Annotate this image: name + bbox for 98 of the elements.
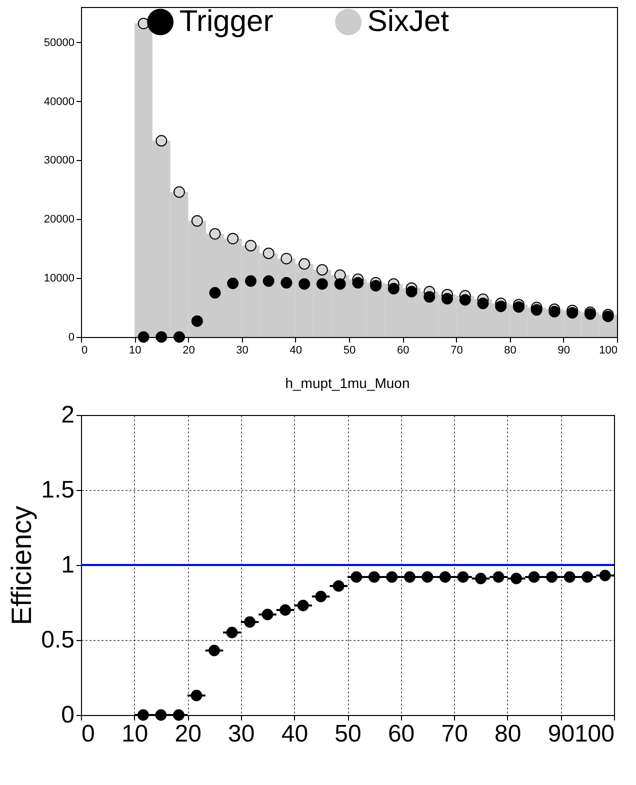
x-tick-label: 60: [396, 344, 410, 356]
x-tick-label: 80: [494, 720, 522, 748]
x-tick-label: 20: [174, 720, 202, 748]
point: [566, 307, 578, 319]
point: [262, 275, 274, 287]
point: [439, 571, 451, 583]
y-tick-label: 0: [68, 332, 74, 344]
point: [442, 292, 453, 304]
point: [564, 571, 576, 583]
point: [280, 252, 292, 264]
point: [244, 616, 256, 628]
point: [156, 135, 168, 146]
x-tick-label: 20: [182, 344, 195, 356]
x-tick-label: 80: [504, 344, 516, 356]
point: [457, 571, 469, 583]
point: [209, 287, 221, 299]
point: [245, 240, 256, 252]
point: [226, 626, 238, 638]
point: [209, 228, 221, 240]
point: [191, 215, 203, 227]
x-tick-label: 50: [334, 720, 362, 748]
point: [368, 571, 380, 583]
y-tick-label: 1.5: [41, 476, 74, 504]
point: [424, 291, 436, 303]
y-tick-label: 50000: [44, 36, 74, 49]
x-tick-label: 90: [548, 720, 575, 748]
point: [386, 571, 398, 583]
x-tick-label: 60: [388, 720, 415, 748]
point: [370, 280, 382, 292]
x-tick-label: 100: [599, 344, 618, 356]
x-tick-label: 100: [574, 720, 614, 748]
x-tick-label: 70: [441, 720, 468, 748]
point: [332, 580, 344, 592]
y-tick-label: 30000: [44, 154, 74, 167]
x-tick-label: 10: [128, 344, 142, 356]
point: [599, 570, 611, 582]
point: [262, 608, 274, 620]
point: [262, 248, 274, 260]
point: [174, 186, 185, 198]
y-tick-label: 1: [61, 552, 74, 578]
point: [459, 294, 471, 306]
x-tick-label: 0: [82, 344, 88, 356]
x-tick-label: 10: [121, 720, 148, 748]
point: [404, 571, 416, 583]
y-tick-label: 0.5: [41, 626, 74, 654]
point: [475, 572, 486, 584]
point: [245, 275, 256, 287]
y-axis-title: Efficiency: [6, 506, 38, 626]
point: [298, 278, 310, 290]
x-tick-label: 30: [236, 344, 248, 356]
point: [492, 571, 504, 583]
point: [513, 301, 524, 313]
point: [191, 315, 203, 327]
point: [155, 709, 167, 721]
point: [510, 572, 522, 584]
point: [530, 304, 542, 316]
point: [422, 571, 434, 583]
point: [138, 331, 150, 343]
x-tick-label: 90: [558, 344, 570, 356]
x-tick-label: 40: [290, 344, 302, 356]
point: [137, 709, 149, 721]
y-tick-label: 40000: [44, 96, 74, 108]
point: [227, 278, 239, 290]
legend-label: SixJet: [367, 5, 450, 38]
point: [528, 571, 540, 583]
x-tick-label: 70: [450, 344, 463, 356]
chart-title: h_mupt_1mu_Muon: [285, 375, 410, 391]
point: [352, 277, 364, 289]
point: [227, 232, 239, 244]
point: [208, 644, 220, 656]
point: [172, 709, 184, 721]
point: [190, 690, 202, 702]
x-tick-label: 0: [82, 720, 95, 748]
point: [280, 277, 292, 289]
x-tick-label: 30: [228, 720, 255, 748]
point: [316, 264, 328, 276]
legend-label: Trigger: [179, 5, 274, 38]
x-tick-label: 50: [343, 344, 356, 356]
point: [156, 331, 168, 343]
point: [477, 298, 489, 310]
point: [316, 278, 328, 290]
point: [406, 286, 418, 298]
y-tick-label: 2: [61, 402, 74, 428]
point: [350, 571, 362, 583]
point: [174, 331, 185, 343]
point: [388, 282, 400, 294]
point: [582, 571, 594, 583]
y-tick-label: 10000: [44, 272, 74, 285]
point: [280, 604, 292, 616]
point: [546, 571, 558, 583]
point: [334, 278, 346, 290]
point: [495, 300, 507, 312]
x-tick-label: 40: [281, 720, 308, 748]
y-tick-label: 0: [61, 702, 74, 728]
point: [315, 590, 327, 602]
point: [297, 600, 309, 612]
point: [298, 258, 310, 270]
y-tick-label: 20000: [44, 214, 74, 226]
